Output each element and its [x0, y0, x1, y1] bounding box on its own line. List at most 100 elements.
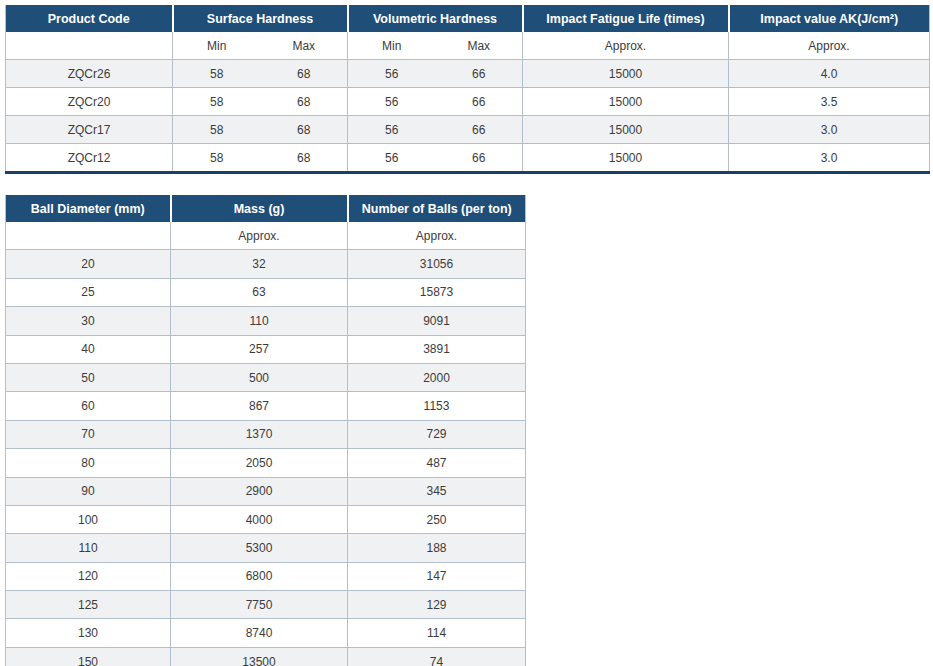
table-row: 150 13500 74 — [6, 647, 526, 666]
subheader-count-approx: Approx. — [348, 222, 526, 250]
subheader-surface-max: Max — [261, 32, 348, 60]
cell-count: 188 — [348, 534, 526, 562]
cell-count: 3891 — [348, 335, 526, 363]
cell-diameter: 100 — [6, 505, 171, 533]
table-row: 110 5300 188 — [6, 534, 526, 562]
cell-diameter: 150 — [6, 647, 171, 666]
table-row: ZQCr12 58 68 56 66 15000 3.0 — [6, 144, 930, 173]
header-impact-value: Impact value AK(J/cm²) — [729, 5, 930, 32]
cell-count: 487 — [348, 449, 526, 477]
cell-diameter: 80 — [6, 449, 171, 477]
cell-count: 15873 — [348, 278, 526, 306]
cell-surface-max: 68 — [261, 60, 348, 88]
cell-mass: 4000 — [171, 505, 348, 533]
subheader-volumetric-max: Max — [436, 32, 523, 60]
table-row: 90 2900 345 — [6, 477, 526, 505]
table-row: 120 6800 147 — [6, 562, 526, 590]
cell-diameter: 120 — [6, 562, 171, 590]
cell-count: 2000 — [348, 363, 526, 391]
cell-volumetric-max: 66 — [436, 60, 523, 88]
cell-mass: 110 — [171, 307, 348, 335]
cell-mass: 1370 — [171, 420, 348, 448]
header-product-code: Product Code — [6, 5, 173, 32]
table-row: 40 257 3891 — [6, 335, 526, 363]
cell-diameter: 30 — [6, 307, 171, 335]
cell-diameter: 110 — [6, 534, 171, 562]
hardness-header-row: Product Code Surface Hardness Volumetric… — [6, 5, 930, 32]
cell-count: 147 — [348, 562, 526, 590]
cell-volumetric-min: 56 — [348, 88, 436, 116]
cell-surface-min: 58 — [173, 116, 261, 144]
cell-count: 31056 — [348, 250, 526, 278]
table-row: 125 7750 129 — [6, 591, 526, 619]
subheader-volumetric-min: Min — [348, 32, 436, 60]
cell-impact-value: 3.5 — [729, 88, 930, 116]
cell-diameter: 20 — [6, 250, 171, 278]
cell-volumetric-max: 66 — [436, 88, 523, 116]
cell-mass: 257 — [171, 335, 348, 363]
table-row: 80 2050 487 — [6, 449, 526, 477]
cell-mass: 32 — [171, 250, 348, 278]
cell-impact-fatigue: 15000 — [523, 144, 729, 173]
cell-count: 114 — [348, 619, 526, 647]
table-row: 30 110 9091 — [6, 307, 526, 335]
table-row: ZQCr17 58 68 56 66 15000 3.0 — [6, 116, 930, 144]
subheader-mass-approx: Approx. — [171, 222, 348, 250]
cell-diameter: 130 — [6, 619, 171, 647]
cell-mass: 500 — [171, 363, 348, 391]
cell-mass: 867 — [171, 392, 348, 420]
cell-mass: 8740 — [171, 619, 348, 647]
subheader-blank — [6, 222, 171, 250]
header-surface-hardness: Surface Hardness — [173, 5, 348, 32]
ball-subheader-row: Approx. Approx. — [6, 222, 526, 250]
cell-count: 250 — [348, 505, 526, 533]
table-row: ZQCr20 58 68 56 66 15000 3.5 — [6, 88, 930, 116]
subheader-fatigue-approx: Approx. — [523, 32, 729, 60]
table-row: 100 4000 250 — [6, 505, 526, 533]
cell-mass: 63 — [171, 278, 348, 306]
cell-impact-value: 4.0 — [729, 60, 930, 88]
cell-surface-min: 58 — [173, 144, 261, 173]
cell-count: 345 — [348, 477, 526, 505]
cell-diameter: 70 — [6, 420, 171, 448]
table-row: 130 8740 114 — [6, 619, 526, 647]
cell-diameter: 25 — [6, 278, 171, 306]
cell-count: 1153 — [348, 392, 526, 420]
cell-impact-value: 3.0 — [729, 144, 930, 173]
cell-diameter: 40 — [6, 335, 171, 363]
cell-mass: 13500 — [171, 647, 348, 666]
cell-count: 74 — [348, 647, 526, 666]
cell-count: 729 — [348, 420, 526, 448]
cell-volumetric-min: 56 — [348, 60, 436, 88]
cell-surface-max: 68 — [261, 144, 348, 173]
cell-surface-min: 58 — [173, 60, 261, 88]
cell-impact-fatigue: 15000 — [523, 116, 729, 144]
cell-product-code: ZQCr26 — [6, 60, 173, 88]
cell-product-code: ZQCr20 — [6, 88, 173, 116]
cell-surface-max: 68 — [261, 88, 348, 116]
cell-surface-max: 68 — [261, 116, 348, 144]
cell-impact-value: 3.0 — [729, 116, 930, 144]
cell-product-code: ZQCr12 — [6, 144, 173, 173]
header-ball-diameter: Ball Diameter (mm) — [6, 195, 171, 222]
cell-volumetric-max: 66 — [436, 144, 523, 173]
table-row: 60 867 1153 — [6, 392, 526, 420]
header-mass: Mass (g) — [171, 195, 348, 222]
cell-count: 129 — [348, 591, 526, 619]
table-row: 20 32 31056 — [6, 250, 526, 278]
header-volumetric-hardness: Volumetric Hardness — [348, 5, 523, 32]
subheader-blank — [6, 32, 173, 60]
page: Product Code Surface Hardness Volumetric… — [0, 0, 933, 666]
cell-diameter: 50 — [6, 363, 171, 391]
cell-count: 9091 — [348, 307, 526, 335]
hardness-table: Product Code Surface Hardness Volumetric… — [5, 5, 930, 174]
cell-impact-fatigue: 15000 — [523, 60, 729, 88]
subheader-surface-min: Min — [173, 32, 261, 60]
cell-surface-min: 58 — [173, 88, 261, 116]
cell-mass: 5300 — [171, 534, 348, 562]
ball-header-row: Ball Diameter (mm) Mass (g) Number of Ba… — [6, 195, 526, 222]
cell-volumetric-min: 56 — [348, 116, 436, 144]
subheader-value-approx: Approx. — [729, 32, 930, 60]
cell-impact-fatigue: 15000 — [523, 88, 729, 116]
table-row: 25 63 15873 — [6, 278, 526, 306]
